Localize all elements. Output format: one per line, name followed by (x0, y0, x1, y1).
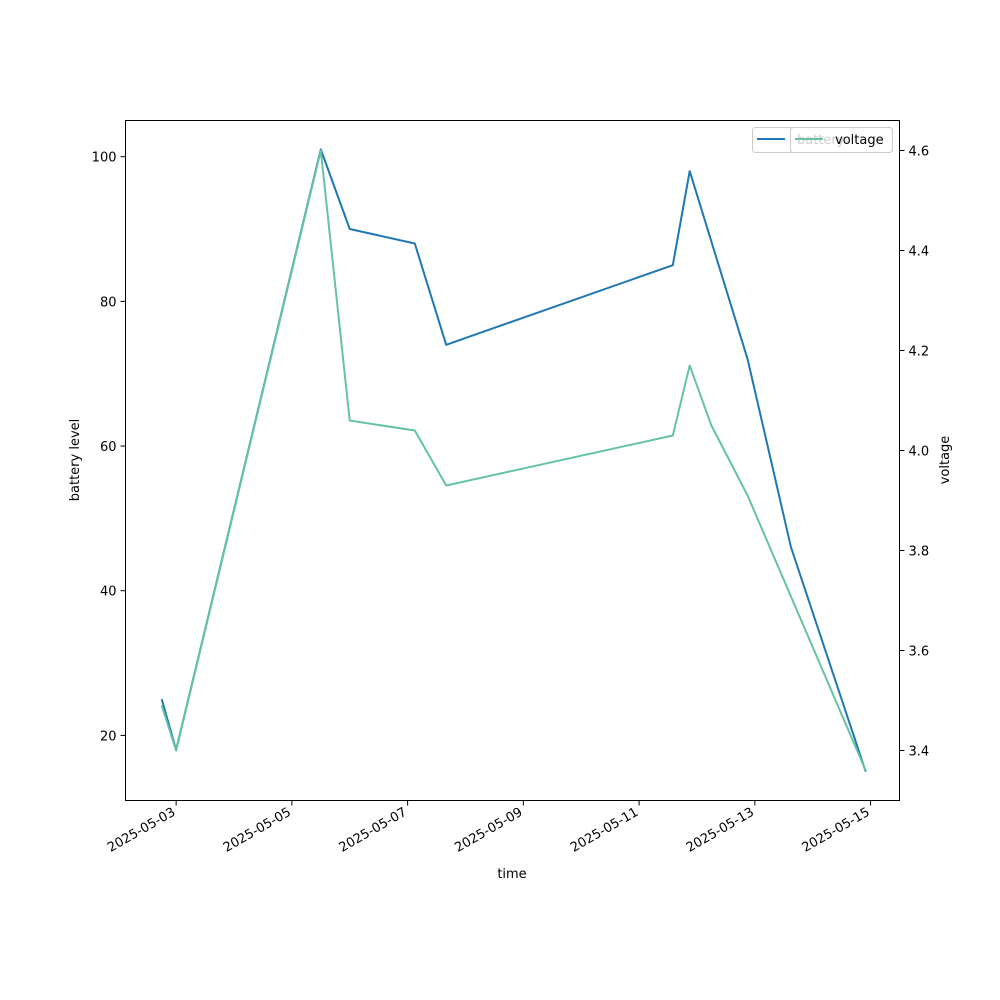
y-axis-right-title: voltage (938, 436, 953, 485)
x-axis-title: time (497, 867, 526, 882)
y-left-tick-label: 40 (100, 585, 117, 600)
legend-voltage-frame (790, 127, 893, 153)
y-axis-right: 3.4 3.6 3.8 4.0 4.2 4.4 4.6 (899, 145, 930, 760)
y-right-tick-label: 4.2 (909, 345, 930, 360)
y-right-tick-label: 4.0 (909, 445, 930, 460)
y-left-tick-label: 80 (100, 295, 117, 310)
y-axis-left: 20 40 60 80 100 (92, 151, 126, 744)
legend-voltage-label: voltage (835, 133, 884, 148)
y-right-tick-label: 4.4 (909, 245, 930, 260)
y-right-tick-label: 4.6 (909, 145, 930, 160)
series-layer (160, 148, 867, 772)
y-right-tick-label: 3.8 (909, 545, 930, 560)
y-axis-left-title: battery level (68, 419, 83, 502)
legend-voltage: voltage (790, 127, 893, 153)
y-left-tick-label: 60 (100, 440, 117, 455)
plot-frame (125, 120, 900, 801)
y-right-tick-label: 3.6 (909, 645, 930, 660)
series-line-voltage (160, 149, 867, 771)
y-left-tick-label: 100 (92, 151, 117, 166)
y-left-tick-label: 20 (100, 729, 117, 744)
y-right-tick-label: 3.4 (909, 745, 930, 760)
